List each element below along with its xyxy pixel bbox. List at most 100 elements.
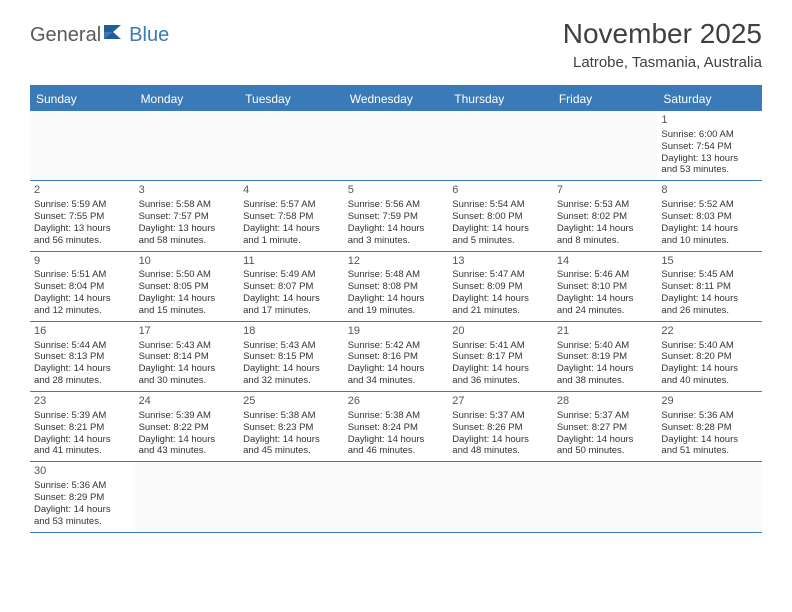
day-number: 9: [34, 255, 131, 269]
day-info-line: and 19 minutes.: [348, 305, 445, 317]
day-info-line: Sunset: 8:17 PM: [452, 351, 549, 363]
day-info-line: Sunrise: 5:58 AM: [139, 199, 236, 211]
day-info-line: Daylight: 13 hours: [139, 223, 236, 235]
weekday-header: Tuesday: [239, 87, 344, 111]
day-info-line: Daylight: 14 hours: [243, 363, 340, 375]
day-cell: 10Sunrise: 5:50 AMSunset: 8:05 PMDayligh…: [135, 252, 240, 321]
day-number: 5: [348, 184, 445, 198]
day-info-line: Sunset: 8:21 PM: [34, 422, 131, 434]
day-info-line: and 12 minutes.: [34, 305, 131, 317]
day-cell-empty: [239, 462, 344, 531]
day-info-line: and 34 minutes.: [348, 375, 445, 387]
day-info-line: Sunrise: 5:57 AM: [243, 199, 340, 211]
day-info-line: Sunrise: 5:52 AM: [661, 199, 758, 211]
day-info-line: Sunset: 8:03 PM: [661, 211, 758, 223]
day-cell: 16Sunrise: 5:44 AMSunset: 8:13 PMDayligh…: [30, 322, 135, 391]
day-info-line: and 26 minutes.: [661, 305, 758, 317]
day-cell: 9Sunrise: 5:51 AMSunset: 8:04 PMDaylight…: [30, 252, 135, 321]
day-number: 1: [661, 114, 758, 128]
day-info-line: Sunrise: 5:53 AM: [557, 199, 654, 211]
day-cell-empty: [30, 111, 135, 180]
day-info-line: Sunset: 7:55 PM: [34, 211, 131, 223]
day-info-line: Sunrise: 5:51 AM: [34, 269, 131, 281]
day-info-line: Daylight: 14 hours: [243, 434, 340, 446]
day-cell: 18Sunrise: 5:43 AMSunset: 8:15 PMDayligh…: [239, 322, 344, 391]
day-info-line: Daylight: 14 hours: [348, 293, 445, 305]
weeks-container: 1Sunrise: 6:00 AMSunset: 7:54 PMDaylight…: [30, 111, 762, 533]
day-info-line: Sunrise: 5:38 AM: [243, 410, 340, 422]
day-number: 26: [348, 395, 445, 409]
day-number: 16: [34, 325, 131, 339]
day-cell: 27Sunrise: 5:37 AMSunset: 8:26 PMDayligh…: [448, 392, 553, 461]
day-cell-empty: [344, 462, 449, 531]
day-info-line: and 43 minutes.: [139, 445, 236, 457]
day-info-line: and 53 minutes.: [661, 164, 758, 176]
day-info-line: Sunset: 8:05 PM: [139, 281, 236, 293]
day-info-line: and 38 minutes.: [557, 375, 654, 387]
location-label: Latrobe, Tasmania, Australia: [563, 54, 762, 71]
day-cell: 1Sunrise: 6:00 AMSunset: 7:54 PMDaylight…: [657, 111, 762, 180]
day-number: 23: [34, 395, 131, 409]
day-number: 11: [243, 255, 340, 269]
day-info-line: Sunrise: 5:47 AM: [452, 269, 549, 281]
day-info-line: Sunset: 8:29 PM: [34, 492, 131, 504]
day-cell-empty: [448, 111, 553, 180]
day-info-line: Sunrise: 5:49 AM: [243, 269, 340, 281]
day-cell-empty: [344, 111, 449, 180]
day-info-line: and 3 minutes.: [348, 235, 445, 247]
weekday-header: Sunday: [30, 87, 135, 111]
day-cell-empty: [135, 462, 240, 531]
day-info-line: and 30 minutes.: [139, 375, 236, 387]
day-info-line: and 51 minutes.: [661, 445, 758, 457]
day-info-line: Sunset: 8:13 PM: [34, 351, 131, 363]
day-info-line: Sunset: 7:54 PM: [661, 141, 758, 153]
day-info-line: Sunrise: 5:43 AM: [139, 340, 236, 352]
day-cell: 6Sunrise: 5:54 AMSunset: 8:00 PMDaylight…: [448, 181, 553, 250]
day-info-line: Sunrise: 5:36 AM: [34, 480, 131, 492]
day-info-line: Sunrise: 5:39 AM: [139, 410, 236, 422]
day-cell: 19Sunrise: 5:42 AMSunset: 8:16 PMDayligh…: [344, 322, 449, 391]
week-row: 1Sunrise: 6:00 AMSunset: 7:54 PMDaylight…: [30, 111, 762, 181]
day-cell: 23Sunrise: 5:39 AMSunset: 8:21 PMDayligh…: [30, 392, 135, 461]
day-cell: 5Sunrise: 5:56 AMSunset: 7:59 PMDaylight…: [344, 181, 449, 250]
day-cell: 13Sunrise: 5:47 AMSunset: 8:09 PMDayligh…: [448, 252, 553, 321]
day-info-line: Sunrise: 5:50 AM: [139, 269, 236, 281]
day-info-line: Daylight: 14 hours: [348, 223, 445, 235]
day-cell: 17Sunrise: 5:43 AMSunset: 8:14 PMDayligh…: [135, 322, 240, 391]
week-row: 2Sunrise: 5:59 AMSunset: 7:55 PMDaylight…: [30, 181, 762, 251]
day-number: 3: [139, 184, 236, 198]
day-cell: 4Sunrise: 5:57 AMSunset: 7:58 PMDaylight…: [239, 181, 344, 250]
day-number: 13: [452, 255, 549, 269]
day-info-line: Daylight: 14 hours: [34, 363, 131, 375]
day-info-line: and 56 minutes.: [34, 235, 131, 247]
day-info-line: and 46 minutes.: [348, 445, 445, 457]
day-info-line: Sunrise: 5:41 AM: [452, 340, 549, 352]
day-cell: 3Sunrise: 5:58 AMSunset: 7:57 PMDaylight…: [135, 181, 240, 250]
weekday-header: Thursday: [448, 87, 553, 111]
day-cell: 21Sunrise: 5:40 AMSunset: 8:19 PMDayligh…: [553, 322, 658, 391]
day-number: 25: [243, 395, 340, 409]
day-info-line: Sunset: 8:14 PM: [139, 351, 236, 363]
day-info-line: and 48 minutes.: [452, 445, 549, 457]
day-info-line: Daylight: 13 hours: [661, 153, 758, 165]
day-cell: 20Sunrise: 5:41 AMSunset: 8:17 PMDayligh…: [448, 322, 553, 391]
day-number: 12: [348, 255, 445, 269]
day-info-line: Daylight: 14 hours: [139, 293, 236, 305]
week-row: 9Sunrise: 5:51 AMSunset: 8:04 PMDaylight…: [30, 252, 762, 322]
day-info-line: Daylight: 14 hours: [34, 293, 131, 305]
day-info-line: Daylight: 14 hours: [661, 363, 758, 375]
logo: General Blue: [30, 24, 169, 47]
day-cell-empty: [135, 111, 240, 180]
day-info-line: Daylight: 14 hours: [243, 223, 340, 235]
weekday-header: Friday: [553, 87, 658, 111]
day-cell-empty: [553, 111, 658, 180]
day-number: 14: [557, 255, 654, 269]
day-info-line: Daylight: 14 hours: [557, 434, 654, 446]
day-info-line: Sunrise: 5:54 AM: [452, 199, 549, 211]
day-info-line: Sunset: 8:16 PM: [348, 351, 445, 363]
day-cell: 14Sunrise: 5:46 AMSunset: 8:10 PMDayligh…: [553, 252, 658, 321]
day-info-line: Sunset: 8:04 PM: [34, 281, 131, 293]
day-cell: 15Sunrise: 5:45 AMSunset: 8:11 PMDayligh…: [657, 252, 762, 321]
day-info-line: Sunrise: 5:40 AM: [661, 340, 758, 352]
weekday-header: Monday: [135, 87, 240, 111]
